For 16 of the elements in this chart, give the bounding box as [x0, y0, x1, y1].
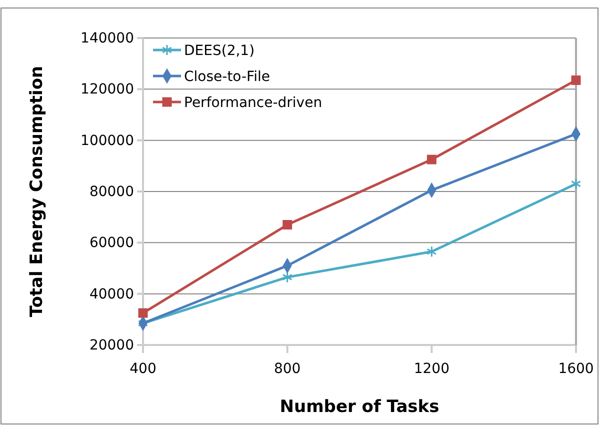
x-tick-label: 1200: [414, 360, 450, 377]
y-tick-label: 120000: [80, 82, 134, 98]
y-tick-label: 140000: [80, 30, 134, 46]
y-axis-title: Total Energy Consumption: [27, 66, 47, 318]
legend-label: DEES(2,1): [184, 43, 255, 59]
y-tick-label: 20000: [89, 337, 134, 354]
y-tick-label: 60000: [89, 235, 134, 252]
x-tick-label: 800: [274, 360, 301, 377]
y-tick-label: 100000: [80, 132, 134, 149]
x-tick-label: 400: [130, 360, 156, 377]
x-tick-label: 1600: [558, 360, 594, 377]
x-axis-title: Number of Tasks: [280, 397, 440, 417]
legend-label: Performance-driven: [184, 95, 322, 111]
y-tick-label: 40000: [89, 286, 134, 302]
y-tick-label: 80000: [89, 184, 134, 200]
legend-label: Close-to-File: [184, 69, 270, 85]
